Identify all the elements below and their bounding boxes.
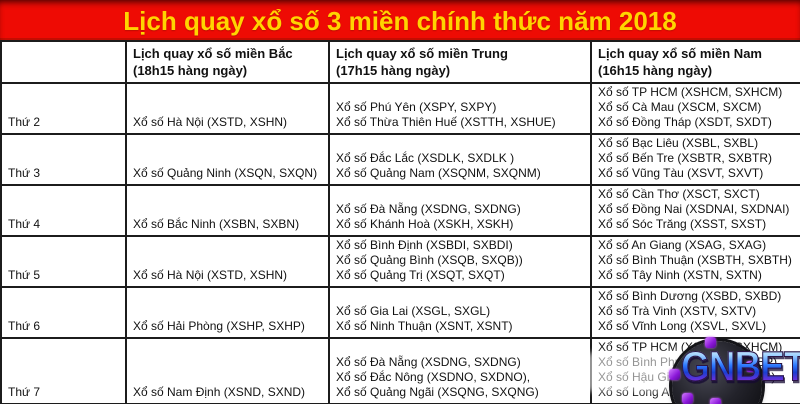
day-cell: Thứ 7 [0, 337, 127, 404]
table-row-saturday: Thứ 7 Xổ số Nam Định (XSND, SXND) Xổ số … [0, 337, 800, 404]
day-cell: Thứ 6 [0, 286, 127, 339]
table-row-friday: Thứ 6 Xổ số Hải Phòng (XSHP, SXHP) Xổ số… [0, 286, 800, 339]
trung-cell: Xổ số Đà Nẵng (XSDNG, SXDNG) Xổ số Khánh… [328, 184, 592, 237]
header-day [0, 40, 127, 84]
bac-cell: Xổ số Nam Định (XSND, SXND) [125, 337, 330, 404]
nam-cell: Xổ số TP HCM (XSHCM, SXHCM) Xổ số Bình P… [590, 337, 800, 404]
day-cell: Thứ 3 [0, 133, 127, 186]
day-cell: Thứ 2 [0, 82, 127, 135]
nam-cell: Xổ số Bình Dương (XSBD, SXBD) Xổ số Trà … [590, 286, 800, 339]
table-row-monday: Thứ 2 Xổ số Hà Nội (XSTD, XSHN) Xổ số Ph… [0, 82, 800, 135]
header-row: Lịch quay xổ số miền Bắc (18h15 hàng ngà… [0, 40, 800, 84]
title-banner: Lịch quay xổ số 3 miền chính thức năm 20… [0, 0, 800, 40]
trung-cell: Xổ số Đà Nẵng (XSDNG, SXDNG) Xổ số Đắc N… [328, 337, 592, 404]
nam-cell: Xổ số Bạc Liêu (XSBL, SXBL) Xổ số Bến Tr… [590, 133, 800, 186]
day-cell: Thứ 4 [0, 184, 127, 237]
nam-cell: Xổ số TP HCM (XSHCM, SXHCM) Xổ số Cà Mau… [590, 82, 800, 135]
bac-cell: Xổ số Hải Phòng (XSHP, SXHP) [125, 286, 330, 339]
table-row-thursday: Thứ 5 Xổ số Hà Nội (XSTD, XSHN) Xổ số Bì… [0, 235, 800, 288]
table-row-wednesday: Thứ 4 Xổ số Bắc Ninh (XSBN, SXBN) Xổ số … [0, 184, 800, 237]
header-mien-nam: Lịch quay xổ số miền Nam (16h15 hàng ngà… [590, 40, 800, 84]
page-title: Lịch quay xổ số 3 miền chính thức năm 20… [123, 5, 677, 36]
trung-cell: Xổ số Phú Yên (XSPY, SXPY) Xổ số Thừa Th… [328, 82, 592, 135]
nam-cell: Xổ số An Giang (XSAG, SXAG) Xổ số Bình T… [590, 235, 800, 288]
header-mien-bac: Lịch quay xổ số miền Bắc (18h15 hàng ngà… [125, 40, 330, 84]
bac-cell: Xổ số Hà Nội (XSTD, XSHN) [125, 82, 330, 135]
trung-cell: Xổ số Gia Lai (XSGL, SXGL) Xổ số Ninh Th… [328, 286, 592, 339]
nam-cell: Xổ số Cần Thơ (XSCT, SXCT) Xổ số Đồng Na… [590, 184, 800, 237]
trung-cell: Xổ số Đắc Lắc (XSDLK, SXDLK ) Xổ số Quản… [328, 133, 592, 186]
trung-cell: Xổ số Bình Định (XSBDI, SXBDI) Xổ số Quả… [328, 235, 592, 288]
bac-cell: Xổ số Hà Nội (XSTD, XSHN) [125, 235, 330, 288]
bac-cell: Xổ số Bắc Ninh (XSBN, SXBN) [125, 184, 330, 237]
header-mien-trung: Lịch quay xổ số miền Trung (17h15 hàng n… [328, 40, 592, 84]
bac-cell: Xổ số Quảng Ninh (XSQN, SXQN) [125, 133, 330, 186]
table-row-tuesday: Thứ 3 Xổ số Quảng Ninh (XSQN, SXQN) Xổ s… [0, 133, 800, 186]
day-cell: Thứ 5 [0, 235, 127, 288]
schedule-table: Lịch quay xổ số miền Bắc (18h15 hàng ngà… [0, 40, 800, 404]
